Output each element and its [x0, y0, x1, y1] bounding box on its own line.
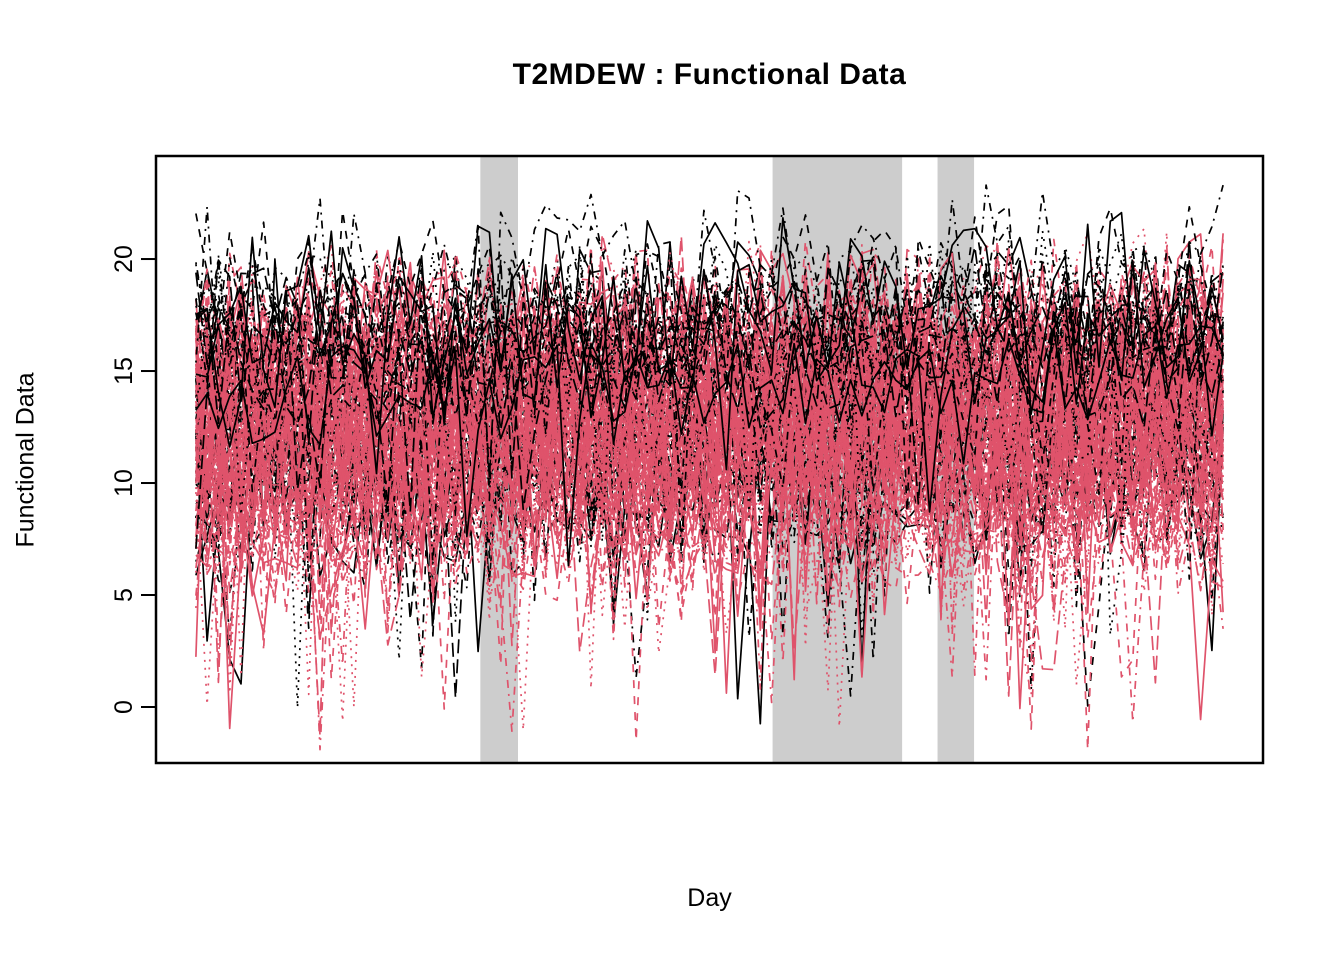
curves-layer — [195, 184, 1224, 751]
y-tick-label: 0 — [110, 700, 138, 714]
series-line — [195, 267, 1224, 446]
plot-border — [154, 154, 1265, 765]
series-line — [195, 326, 1224, 628]
y-tick-label: 20 — [110, 245, 138, 273]
series-line — [195, 211, 1224, 475]
series-line — [195, 338, 1224, 737]
series-line — [195, 285, 1224, 585]
series-line — [195, 273, 1224, 467]
series-line — [195, 245, 1224, 512]
series-line — [195, 275, 1224, 600]
series-line — [195, 293, 1224, 597]
series-line — [195, 278, 1224, 684]
series-line — [195, 354, 1224, 562]
series-line — [195, 342, 1224, 710]
series-line — [195, 315, 1224, 709]
chart-title: T2MDEW : Functional Data — [512, 58, 907, 91]
series-line — [195, 238, 1224, 509]
y-tick-label: 5 — [110, 588, 138, 602]
y-tick-label: 15 — [110, 357, 138, 385]
series-line — [195, 365, 1224, 620]
series-line — [195, 253, 1224, 563]
series-line — [195, 347, 1224, 692]
series-line — [195, 274, 1224, 657]
y-tick-label: 10 — [110, 469, 138, 497]
series-line — [195, 290, 1224, 543]
x-axis-label: Day — [687, 884, 732, 912]
series-line — [195, 446, 1224, 684]
series-line — [195, 332, 1224, 641]
series-line — [195, 312, 1224, 648]
series-line — [195, 288, 1224, 511]
series-line — [195, 184, 1224, 566]
series-line — [195, 309, 1224, 605]
series-line — [195, 260, 1224, 513]
